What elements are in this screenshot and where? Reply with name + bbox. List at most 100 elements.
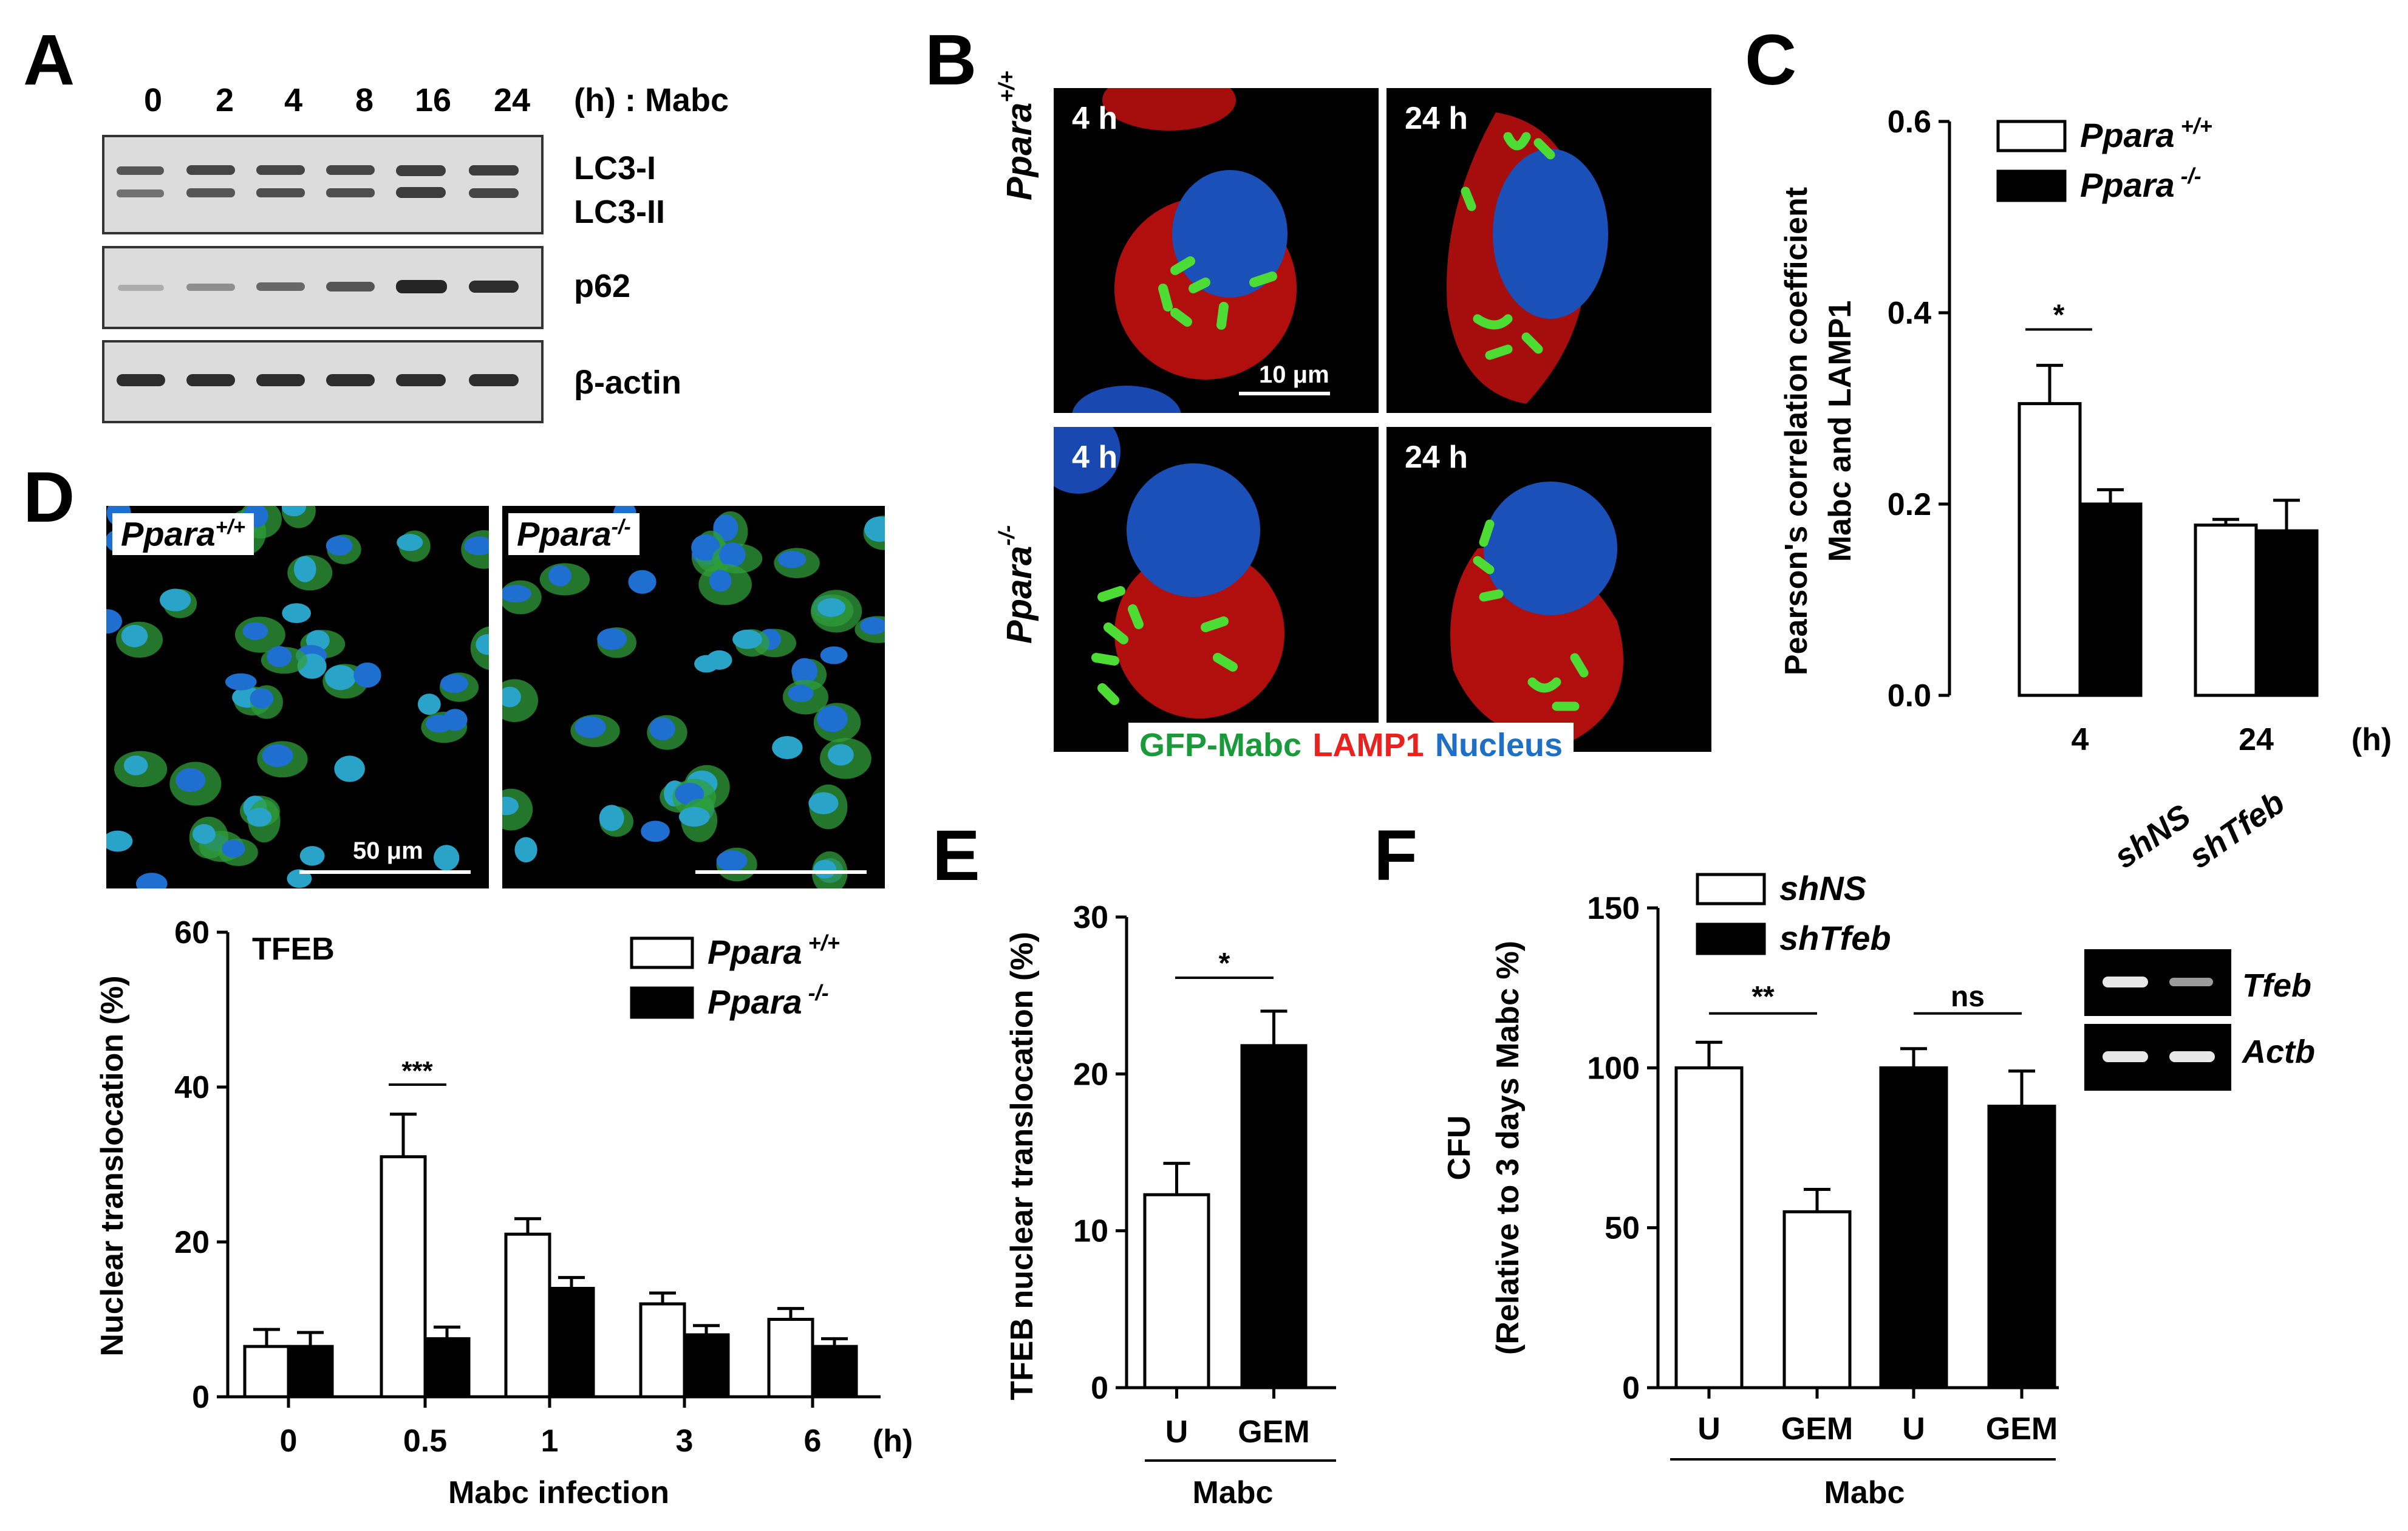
significance-label: *** xyxy=(401,1056,433,1086)
bar xyxy=(423,1337,471,1399)
cell-nucleus xyxy=(417,694,441,715)
scale-bar-label: 10 μm xyxy=(1259,361,1329,388)
cell-nucleus xyxy=(719,542,746,568)
bar xyxy=(1240,1044,1308,1389)
y-axis-label: CFU (Relative to 3 days Mabc %) xyxy=(1442,941,1526,1355)
cell-nucleus xyxy=(262,744,293,767)
y-tick-label: 20 xyxy=(1073,1057,1108,1092)
legend-label: Ppara -/- xyxy=(708,980,829,1021)
cell-nucleus xyxy=(597,628,627,650)
cell-nucleus xyxy=(106,830,133,852)
micrograph-drawing xyxy=(502,506,885,888)
genotype-label: Ppara xyxy=(517,514,612,553)
panel-letter-f: F xyxy=(1374,816,1418,896)
legend-lamp1: LAMP1 xyxy=(1312,727,1424,763)
bar xyxy=(767,1318,814,1399)
micrograph-drawing xyxy=(1450,482,1623,743)
gel-lane-label: shTfeb xyxy=(2182,784,2291,876)
y-tick-label: 30 xyxy=(1073,900,1108,935)
cell-nucleus xyxy=(106,609,123,634)
bar xyxy=(683,1333,730,1399)
cell-nucleus xyxy=(287,869,312,888)
cell-nucleus xyxy=(281,506,306,517)
cell-nucleus xyxy=(136,873,168,888)
cell-nucleus xyxy=(353,662,381,688)
legend-superscript: +/+ xyxy=(2175,114,2212,138)
cell-nucleus xyxy=(791,658,818,684)
x-tick-label: GEM xyxy=(1238,1414,1309,1450)
cell-nucleus xyxy=(443,709,468,731)
row-label-ppara-ko: Ppara-/- xyxy=(994,525,1039,644)
y-tick-label: 150 xyxy=(1587,891,1640,926)
genotype-superscript: -/- xyxy=(611,516,631,539)
gel-gene-label: Tfeb xyxy=(2242,967,2311,1004)
y-tick-label: 60 xyxy=(174,915,210,950)
image-label-wt: Ppara+/+ xyxy=(112,513,254,555)
western-blot-p62 xyxy=(102,246,544,329)
lane-label: shNS xyxy=(2107,797,2197,876)
significance-label: ** xyxy=(1751,981,1775,1013)
x-tick-label: 6 xyxy=(804,1424,822,1459)
bar xyxy=(287,1345,334,1399)
micrograph-drawing xyxy=(106,506,489,888)
gel-actb xyxy=(2084,1024,2231,1091)
band-label-actin: β-actin xyxy=(574,364,681,401)
x-unit-label: (h) xyxy=(2352,722,2392,757)
significance-label: ns xyxy=(1951,981,1985,1013)
cell-nucleus xyxy=(502,585,531,603)
cell-nucleus xyxy=(732,629,762,649)
timepoint-tag: 4 h xyxy=(1072,101,1118,136)
legend-superscript: -/- xyxy=(2175,163,2202,188)
cell-nucleus xyxy=(641,820,670,842)
cell-nucleus xyxy=(250,688,274,709)
x-tick-label: GEM xyxy=(1986,1411,2058,1447)
y-axis-label-line: CFU xyxy=(1442,1116,1477,1181)
genotype-superscript: +/+ xyxy=(994,70,1019,103)
genotype-superscript: -/- xyxy=(994,525,1019,546)
y-tick-label: 0 xyxy=(1622,1371,1640,1406)
legend-swatch xyxy=(630,986,694,1019)
panel-letter-c: C xyxy=(1745,20,1797,100)
legend-label: Ppara +/+ xyxy=(2080,114,2212,154)
cell-nucleus xyxy=(694,655,719,673)
y-axis-label-text: Nuclear translocation (%) xyxy=(95,975,130,1356)
y-tick-label: 100 xyxy=(1587,1051,1640,1086)
y-axis-label-line: (Relative to 3 days Mabc %) xyxy=(1490,941,1526,1355)
micrograph-wt-4h: 4 h 10 μm xyxy=(1054,88,1379,413)
x-tick-label: 4 xyxy=(2072,722,2089,757)
cell-nucleus xyxy=(599,805,624,831)
cell-nucleus xyxy=(334,755,365,782)
cell-nucleus xyxy=(247,808,272,827)
timepoint-label: 0 xyxy=(144,82,163,118)
chart-d: 0 20 40 60 0 0.5 1 3 6 (h) Mabc infection TFEB *** Nu… xyxy=(95,915,913,1510)
gel-lane-label: shNS xyxy=(2107,797,2197,876)
bar xyxy=(1782,1210,1852,1389)
cell-nucleus xyxy=(440,674,468,694)
panel-letter-d: D xyxy=(23,457,75,537)
band-label-lc3-i: LC3-I xyxy=(574,150,656,186)
cell-nucleus xyxy=(121,624,148,647)
timepoint-label: 24 xyxy=(494,82,531,118)
chart-c: 0.0 0.2 0.4 0.6 4 24 (h) * Pearson's correlation… xyxy=(1779,104,2392,757)
x-tick-label: U xyxy=(1697,1411,1721,1447)
cell-nucleus xyxy=(820,646,848,664)
chart-title: TFEB xyxy=(252,932,335,967)
cell-nucleus xyxy=(575,716,606,738)
bar xyxy=(1674,1066,1744,1389)
bar xyxy=(1987,1105,2056,1389)
y-tick-label: 40 xyxy=(174,1070,210,1105)
timepoint-tag: 4 h xyxy=(1072,440,1118,475)
bar xyxy=(1879,1066,1948,1389)
fluorescence-legend: GFP-Mabc LAMP1 Nucleus xyxy=(1128,723,1574,768)
cell-nucleus xyxy=(326,536,353,556)
genotype-label: Ppara xyxy=(121,514,216,553)
bar xyxy=(2194,523,2258,697)
x-tick-label: GEM xyxy=(1781,1411,1853,1447)
scale-bar xyxy=(695,870,867,874)
time-unit-label: (h) : Mabc xyxy=(574,82,729,118)
x-axis-label: Mabc infection xyxy=(448,1475,669,1510)
cell-nucleus xyxy=(691,534,720,561)
cell-nucleus xyxy=(827,744,854,766)
cell-nucleus xyxy=(293,556,316,582)
cell-nucleus xyxy=(159,588,191,612)
